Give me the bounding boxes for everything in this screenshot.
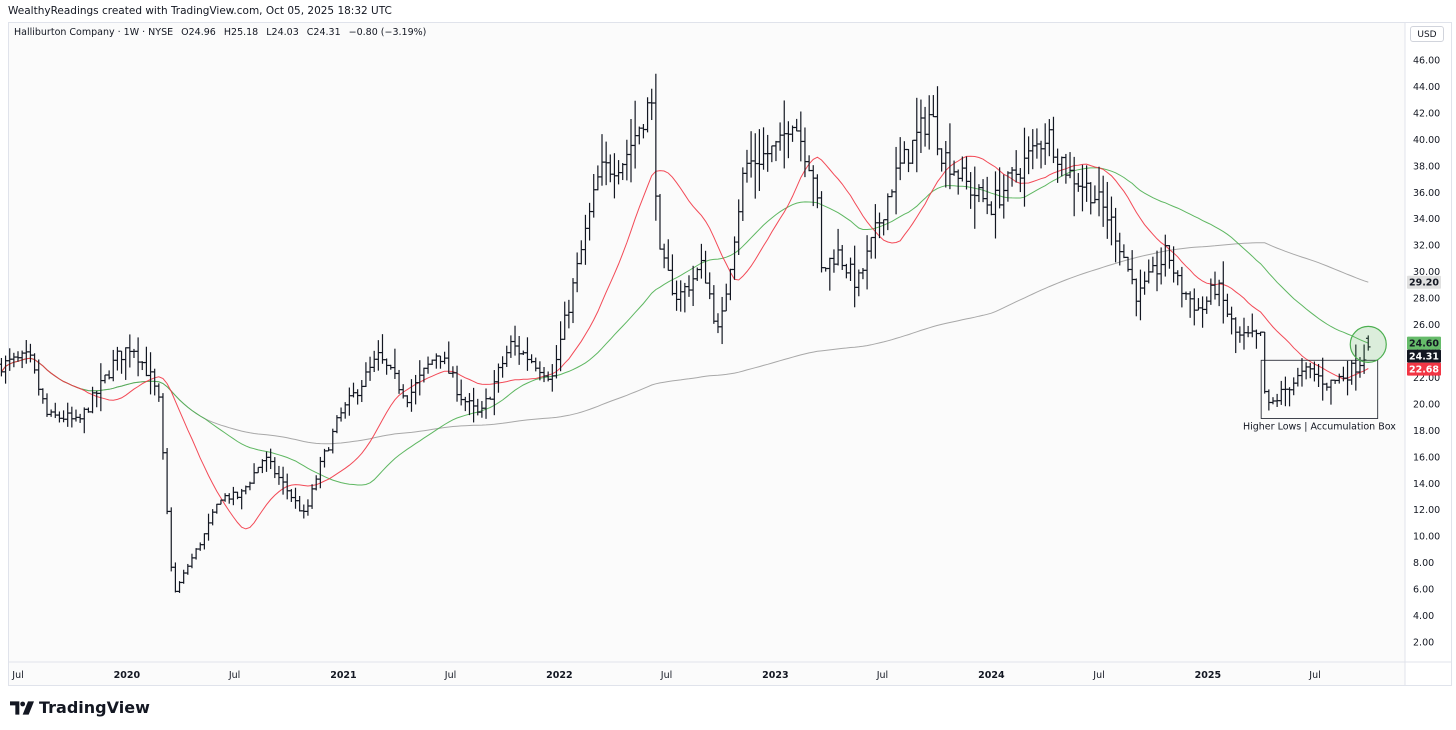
price-label-text: 24.31 [1409, 352, 1439, 363]
ohlc-bar [3, 355, 8, 384]
legend-close: C24.31 [306, 27, 341, 38]
ohlc-bars [0, 73, 1371, 593]
price-tick-label: 46.00 [1413, 56, 1440, 67]
time-tick-label: Jul [660, 670, 672, 681]
price-tick-label: 30.00 [1413, 267, 1440, 278]
brand-name: TradingView [39, 698, 150, 717]
price-label-last: 24.31 [1407, 349, 1441, 363]
price-tick-label: 10.00 [1413, 532, 1440, 543]
legend-title: Halliburton Company · 1W · NYSE [14, 27, 174, 38]
legend-change: −0.80 (−3.19%) [348, 27, 427, 38]
time-tick-label: 2023 [762, 670, 788, 681]
time-tick-label: Jul [11, 670, 23, 681]
price-label-bg [1407, 275, 1441, 289]
time-tick-label: Jul [876, 670, 888, 681]
highlight-circle [1349, 325, 1387, 363]
time-tick-label: 2024 [978, 670, 1005, 681]
time-tick-label: 2025 [1195, 670, 1221, 681]
tradingview-brand: TradingView [10, 698, 150, 717]
price-tick-label: 6.00 [1413, 585, 1434, 596]
plot-background [9, 23, 1405, 685]
price-tick-label: 12.00 [1413, 505, 1440, 516]
ma-20-line [1, 155, 1369, 530]
accumulation-box [1260, 359, 1379, 419]
currency-button[interactable]: USD [1410, 26, 1444, 42]
price-tick-label: 22.00 [1413, 373, 1440, 384]
ohlc-bar [1365, 335, 1371, 351]
ma-50-line [1, 167, 1369, 486]
price-tick-label: 44.00 [1413, 82, 1440, 93]
price-tick-label: 28.00 [1413, 294, 1440, 305]
price-label-fast: 22.68 [1407, 362, 1441, 376]
legend-high: H25.18 [223, 27, 259, 38]
price-tick-label: 8.00 [1413, 558, 1434, 569]
legend-low: L24.03 [266, 27, 299, 38]
price-tick-label: 16.00 [1413, 452, 1440, 463]
price-tick-label: 18.00 [1413, 426, 1440, 437]
price-tick-label: 42.00 [1413, 108, 1440, 119]
price-label-slow: 29.20 [1407, 275, 1441, 289]
symbol-legend: Halliburton Company · 1W · NYSE O24.96 H… [14, 27, 431, 38]
legend-open: O24.96 [181, 27, 216, 38]
time-tick-label: Jul [444, 670, 456, 681]
time-tick-label: Jul [228, 670, 240, 681]
price-label-text: 29.20 [1409, 278, 1439, 289]
price-label-text: 22.68 [1409, 365, 1439, 376]
chart-credit: WealthyReadings created with TradingView… [8, 5, 392, 17]
price-tick-label: 38.00 [1413, 161, 1440, 172]
time-tick-label: 2020 [114, 670, 141, 681]
time-tick-label: 2021 [330, 670, 356, 681]
price-label-bg [1407, 349, 1441, 363]
price-tick-label: 20.00 [1413, 399, 1440, 410]
time-tick-label: Jul [1092, 670, 1104, 681]
price-label-bg [1407, 336, 1441, 350]
price-tick-label: 34.00 [1413, 214, 1440, 225]
price-tick-label: 26.00 [1413, 320, 1440, 331]
price-tick-label: 40.00 [1413, 135, 1440, 146]
time-tick-label: Jul [1308, 670, 1320, 681]
price-tick-label: 32.00 [1413, 241, 1440, 252]
price-tick-label: 36.00 [1413, 188, 1440, 199]
ma-200-line [1, 242, 1369, 445]
price-tick-label: 4.00 [1413, 611, 1434, 622]
price-label-bg [1407, 362, 1441, 376]
tradingview-logo-icon [10, 700, 34, 715]
accumulation-box-label: Higher Lows | Accumulation Box [1243, 421, 1396, 432]
ohlc-bar [0, 357, 4, 377]
time-tick-label: 2022 [546, 670, 572, 681]
price-tick-label: 14.00 [1413, 479, 1440, 490]
price-label-mid: 24.60 [1407, 336, 1441, 350]
price-tick-label: 2.00 [1413, 638, 1434, 649]
chart-frame [8, 22, 1452, 686]
price-label-text: 24.60 [1409, 339, 1439, 350]
